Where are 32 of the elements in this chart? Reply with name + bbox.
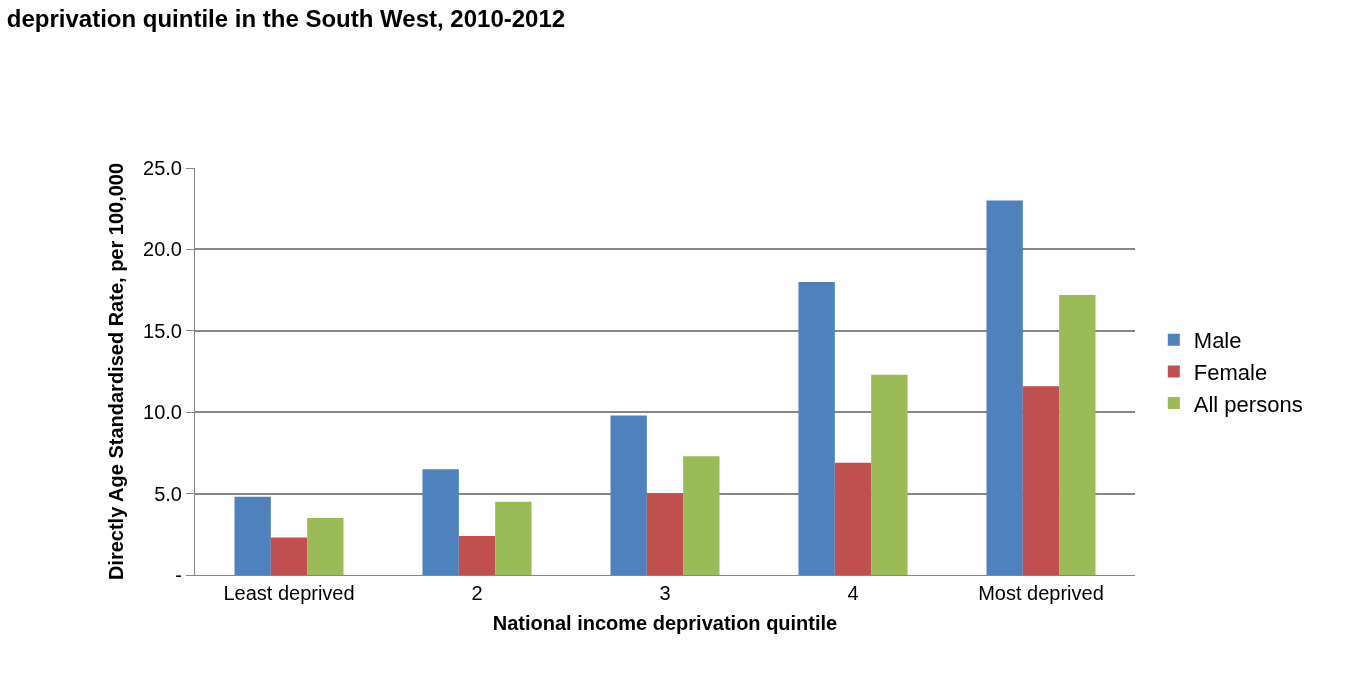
bar [646,493,684,575]
legend-label: Male [1193,328,1242,354]
bar [1022,386,1060,575]
x-tick-label: 4 [847,582,859,604]
bar [683,456,720,575]
y-tick-label: 20.0 [143,238,182,261]
x-axis-title: National income deprivation quintile [492,611,838,634]
bar [871,374,908,575]
bar [834,462,872,575]
x-tick-label: 3 [659,582,671,604]
y-tick-label: 5.0 [154,482,182,505]
y-tick-label: - [175,564,182,586]
y-tick-label: 10.0 [143,401,182,424]
y-tick-label: 25.0 [143,157,182,179]
bar [422,469,459,575]
bar [1059,294,1096,575]
bar [270,537,308,575]
y-tick-label: 15.0 [143,319,182,342]
y-axis-title: Directly Age Standardised Rate, per 100,000 [104,162,127,581]
bar [798,281,835,575]
bar [495,501,532,575]
bar [234,496,271,575]
x-tick-label: Least deprived [223,582,355,604]
x-tick-label: 2 [471,582,483,604]
x-tick-label: Most deprived [978,582,1104,604]
chart-title: deprivation quintile in the South West, 2010-2012 [6,5,566,32]
legend-label: All persons [1193,391,1303,417]
bar [458,535,496,575]
bar [610,415,647,575]
bar [986,200,1023,575]
legend-label: Female [1193,359,1268,385]
bar [307,518,344,575]
